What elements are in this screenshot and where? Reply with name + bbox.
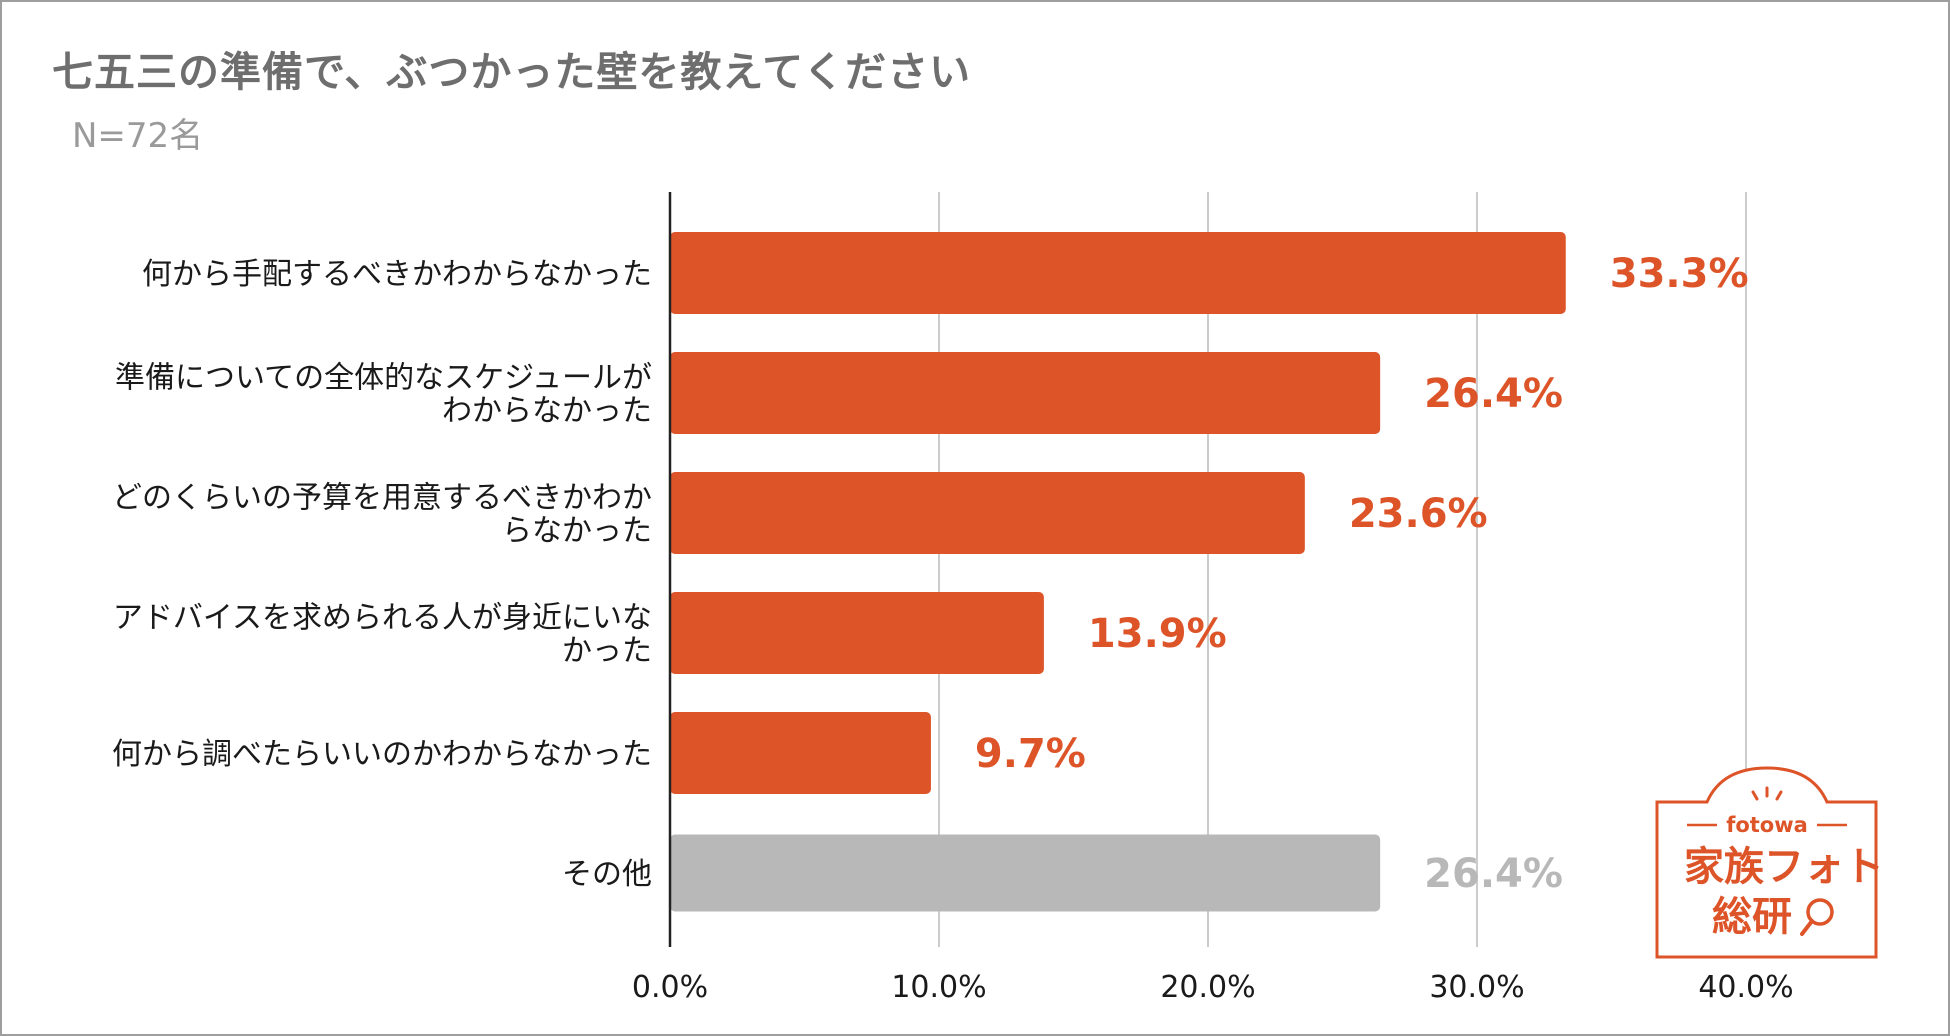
bar [670,232,1566,314]
family-photo-lab-logo: fotowa 家族フォト 総研 [1655,766,1882,959]
logo-name-line2: 総研 [1712,894,1792,940]
logo-outline [1655,766,1878,959]
value-label: 9.7% [975,731,1086,777]
value-label: 33.3% [1610,251,1749,297]
x-tick-label: 30.0% [1429,970,1524,1005]
logo-name-line1: 家族フォト [1684,844,1882,890]
x-tick-label: 20.0% [1160,970,1255,1005]
x-tick-label: 10.0% [891,970,986,1005]
chart-subtitle: N=72名 [72,116,204,156]
value-label: 26.4% [1424,851,1563,897]
category-label: 何から調べたらいいのかわからなかった [112,737,652,772]
category-label: どのくらいの予算を用意するべきかわからなかった [112,481,652,549]
bar [670,472,1305,554]
logo-brand: fotowa [1726,813,1808,837]
x-tick-label: 0.0% [632,970,708,1005]
logo-sparkle-icon [1751,786,1783,801]
value-label: 13.9% [1088,611,1227,657]
x-tick-label: 40.0% [1698,970,1793,1005]
category-label: 準備についての全体的なスケジュールがわからなかった [115,361,652,429]
category-label: アドバイスを求められる人が身近にいなかった [113,601,652,669]
value-label: 26.4% [1424,371,1563,417]
bar [670,592,1044,674]
value-label: 23.6% [1349,491,1488,537]
category-label: 何から手配するべきかわからなかった [142,257,652,292]
category-label: その他 [562,857,652,892]
bar [670,834,1381,912]
bar [670,712,931,794]
bar [670,352,1381,434]
magnifier-icon [1800,898,1834,936]
chart-title: 七五三の準備で、ぶつかった壁を教えてください [52,48,972,96]
